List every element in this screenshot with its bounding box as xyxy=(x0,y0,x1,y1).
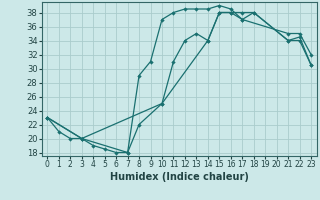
X-axis label: Humidex (Indice chaleur): Humidex (Indice chaleur) xyxy=(110,172,249,182)
